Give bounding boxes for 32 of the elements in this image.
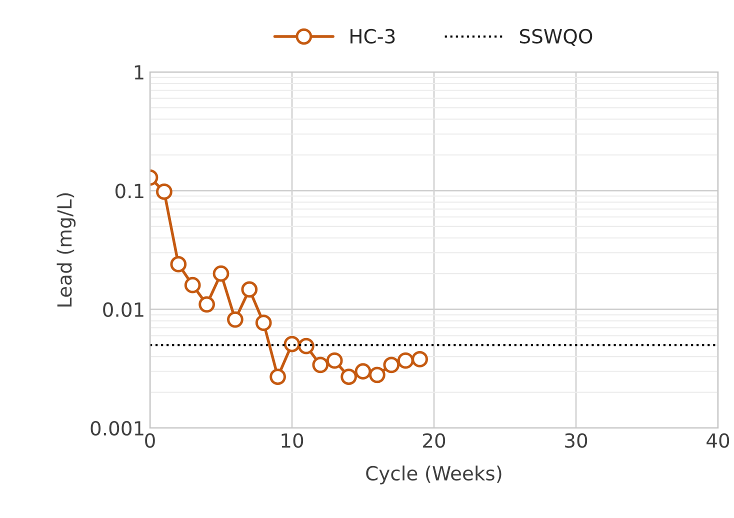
point [212, 265, 230, 282]
y-tick-label: 0.1 [116, 184, 144, 198]
point [298, 338, 314, 354]
point [383, 356, 400, 374]
point [184, 276, 201, 294]
x-tick-label: 10 [282, 433, 304, 448]
point [326, 352, 343, 369]
point [170, 256, 187, 272]
x-tick-label: 0 [145, 433, 155, 448]
point [354, 363, 372, 380]
legend-label: SSWQO [520, 28, 592, 46]
point [255, 314, 272, 331]
x-axis-title: Cycle (Weeks) [366, 466, 502, 484]
point [156, 184, 172, 200]
point [198, 296, 215, 313]
point [241, 281, 258, 298]
point [369, 366, 386, 384]
point [227, 311, 244, 328]
point [270, 368, 286, 386]
y-axis-title: Lead (mg/L) [56, 193, 76, 306]
point [284, 336, 300, 352]
x-tick-label: 30 [565, 433, 588, 448]
y-tick-label: 0.001 [90, 420, 144, 436]
y-tick-label: 0.01 [103, 302, 144, 317]
point [312, 356, 329, 374]
x-tick-label: 40 [706, 433, 730, 448]
x-tick-label: 20 [423, 433, 446, 448]
point [397, 352, 414, 369]
y-tick-label: 1 [134, 65, 144, 80]
point [412, 351, 428, 368]
point [340, 368, 357, 386]
legend-label: HC-3 [350, 28, 395, 44]
